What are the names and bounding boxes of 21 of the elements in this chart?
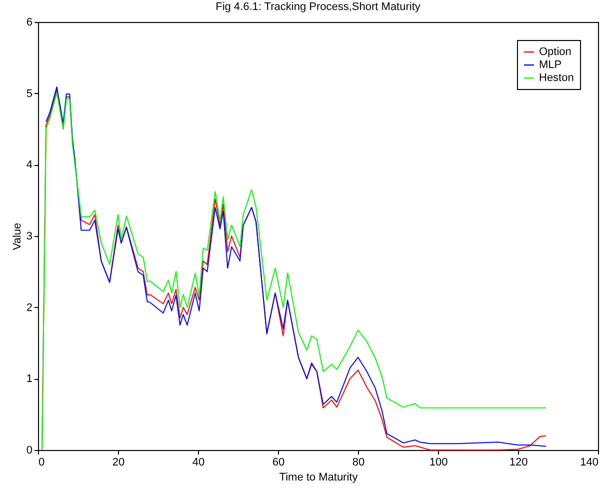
y-tick-label: 0 [26,444,32,456]
y-tick-label: 3 [26,230,32,242]
x-axis-title: Time to Maturity [279,472,358,484]
x-tick-label: 100 [429,456,448,468]
x-tick-label: 120 [509,456,528,468]
x-tick-label: 20 [112,456,125,468]
x-tick-label: 80 [352,456,365,468]
y-tick-label: 2 [26,302,32,314]
y-tick-label: 1 [26,373,32,386]
x-tick-label: 60 [272,456,285,468]
y-axis-title: Value [11,222,24,250]
chart-title: Fig 4.6.1: Tracking Process,Short Maturity [216,1,421,13]
x-tick-label: 0 [38,456,45,468]
legend-label: Heston [539,72,574,84]
y-tick-label: 6 [26,16,32,28]
x-tick-label: 140 [580,456,598,468]
legend-label: MLP [539,59,562,71]
x-tick-label: 40 [192,456,205,468]
y-tick-label: 4 [26,159,32,172]
y-tick-label: 5 [26,88,32,100]
legend-label: Option [539,46,572,58]
